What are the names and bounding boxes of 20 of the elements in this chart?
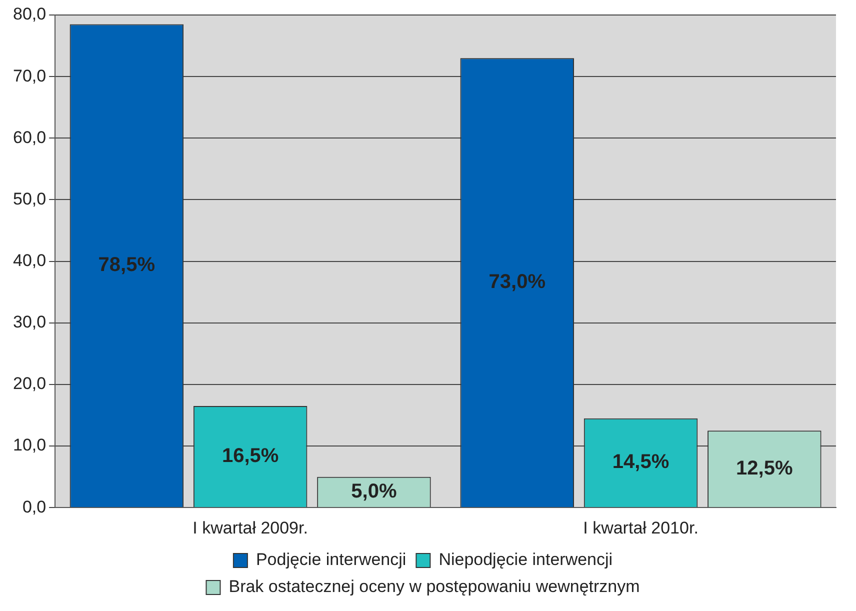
- legend-label: Niepodjęcie interwencji: [438, 550, 613, 570]
- legend-label: Brak ostatecznej oceny w postępowaniu wewnętrznym: [228, 577, 640, 596]
- data-label: 78,5%: [98, 254, 156, 276]
- y-tick-label: 30,0: [12, 312, 46, 332]
- y-tick-label: 70,0: [12, 66, 46, 86]
- data-label: 5,0%: [351, 480, 397, 502]
- y-tick-label: 0,0: [22, 497, 46, 516]
- y-tick-label: 80,0: [12, 4, 46, 24]
- data-label: 73,0%: [488, 271, 546, 294]
- data-label: 14,5%: [612, 451, 670, 474]
- y-tick-label: 40,0: [12, 250, 46, 270]
- x-tick-label: I kwartał 2009r.: [192, 518, 308, 538]
- legend-label: Podjęcie interwencji: [256, 550, 406, 570]
- y-tick-label: 60,0: [12, 128, 46, 147]
- y-tick-label: 50,0: [12, 189, 46, 208]
- data-label: 16,5%: [222, 445, 279, 468]
- x-tick-label: I kwartał 2010r.: [583, 518, 698, 538]
- y-tick-label: 10,0: [12, 436, 46, 455]
- y-tick-label: 20,0: [12, 374, 46, 394]
- data-label: 12,5%: [736, 457, 793, 480]
